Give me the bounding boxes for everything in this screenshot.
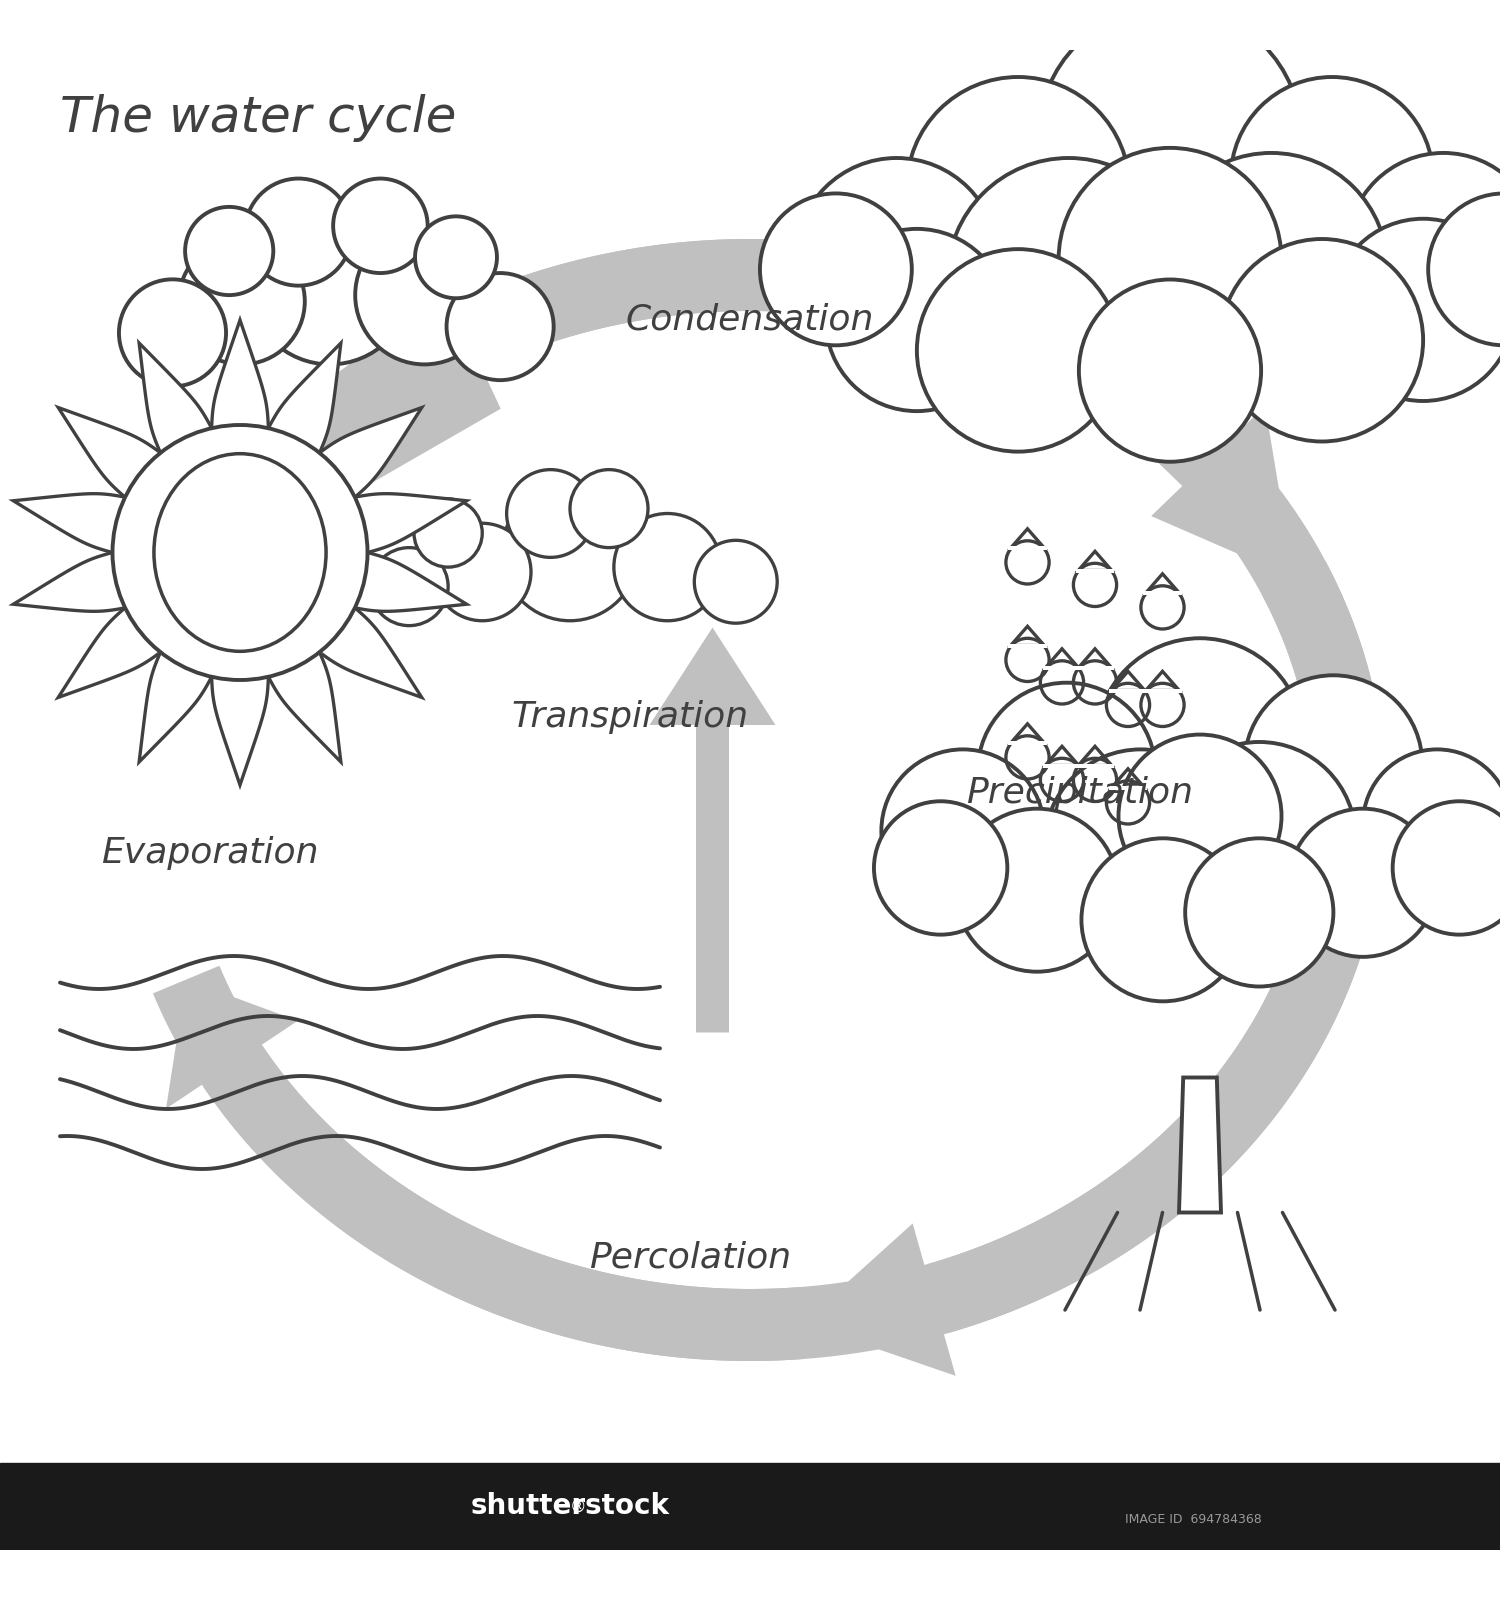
Text: ®: ® bbox=[570, 1498, 586, 1515]
Circle shape bbox=[1119, 734, 1281, 898]
Circle shape bbox=[244, 179, 352, 286]
Circle shape bbox=[447, 274, 554, 381]
Circle shape bbox=[906, 77, 1130, 299]
Text: Precipitation: Precipitation bbox=[966, 776, 1194, 810]
Circle shape bbox=[1245, 675, 1422, 853]
Polygon shape bbox=[320, 408, 422, 498]
Polygon shape bbox=[174, 238, 1232, 595]
Polygon shape bbox=[356, 552, 466, 611]
Circle shape bbox=[874, 802, 1008, 934]
Circle shape bbox=[760, 194, 912, 346]
Circle shape bbox=[1038, 6, 1302, 269]
Circle shape bbox=[1392, 802, 1500, 934]
Circle shape bbox=[795, 158, 998, 360]
Circle shape bbox=[112, 426, 368, 680]
Circle shape bbox=[570, 470, 648, 547]
Circle shape bbox=[614, 514, 722, 621]
Polygon shape bbox=[1179, 1077, 1221, 1213]
Circle shape bbox=[1221, 238, 1424, 442]
Circle shape bbox=[416, 216, 497, 298]
Circle shape bbox=[882, 749, 1044, 912]
Circle shape bbox=[118, 280, 226, 387]
Circle shape bbox=[356, 226, 494, 365]
Polygon shape bbox=[928, 562, 1386, 1333]
Polygon shape bbox=[268, 653, 340, 762]
Circle shape bbox=[956, 808, 1119, 971]
Polygon shape bbox=[268, 342, 340, 453]
Polygon shape bbox=[320, 608, 422, 698]
Polygon shape bbox=[166, 979, 298, 1109]
Circle shape bbox=[1078, 280, 1262, 462]
Circle shape bbox=[1185, 838, 1334, 987]
Circle shape bbox=[433, 523, 531, 621]
Circle shape bbox=[1230, 77, 1434, 280]
Circle shape bbox=[948, 158, 1191, 402]
Circle shape bbox=[1044, 749, 1238, 942]
Polygon shape bbox=[153, 238, 1386, 1362]
Circle shape bbox=[1347, 154, 1500, 346]
Circle shape bbox=[1162, 742, 1356, 934]
Text: shutterstock: shutterstock bbox=[471, 1493, 669, 1520]
Circle shape bbox=[1155, 154, 1388, 386]
Polygon shape bbox=[206, 266, 501, 578]
Polygon shape bbox=[140, 653, 212, 762]
Circle shape bbox=[1059, 147, 1281, 371]
Text: IMAGE ID  694784368: IMAGE ID 694784368 bbox=[1125, 1514, 1262, 1526]
Polygon shape bbox=[1150, 406, 1294, 578]
Circle shape bbox=[1096, 638, 1304, 846]
Circle shape bbox=[1332, 219, 1500, 402]
Polygon shape bbox=[356, 494, 466, 552]
Circle shape bbox=[1082, 838, 1245, 1002]
Polygon shape bbox=[802, 1224, 956, 1376]
Text: The water cycle: The water cycle bbox=[60, 93, 456, 141]
Text: Evaporation: Evaporation bbox=[102, 835, 318, 869]
Polygon shape bbox=[204, 1046, 806, 1362]
Text: Transpiration: Transpiration bbox=[512, 701, 748, 734]
Polygon shape bbox=[140, 342, 212, 453]
Polygon shape bbox=[13, 552, 125, 611]
Polygon shape bbox=[13, 494, 125, 552]
Circle shape bbox=[501, 485, 639, 621]
Text: Condensation: Condensation bbox=[626, 302, 874, 338]
Circle shape bbox=[370, 547, 448, 626]
Circle shape bbox=[1428, 194, 1500, 346]
Circle shape bbox=[694, 541, 777, 622]
Circle shape bbox=[916, 250, 1119, 451]
Polygon shape bbox=[58, 608, 160, 698]
Circle shape bbox=[1364, 749, 1500, 898]
Circle shape bbox=[184, 206, 273, 294]
Polygon shape bbox=[58, 408, 160, 498]
Circle shape bbox=[248, 200, 412, 365]
Polygon shape bbox=[211, 677, 268, 786]
Polygon shape bbox=[0, 1462, 1500, 1550]
Circle shape bbox=[825, 229, 1008, 411]
Polygon shape bbox=[650, 627, 776, 1032]
Circle shape bbox=[414, 499, 483, 566]
Circle shape bbox=[507, 470, 594, 557]
Circle shape bbox=[178, 238, 304, 365]
Circle shape bbox=[333, 179, 427, 274]
Circle shape bbox=[1288, 808, 1437, 957]
Polygon shape bbox=[211, 320, 268, 429]
Text: Percolation: Percolation bbox=[590, 1240, 790, 1275]
Circle shape bbox=[978, 683, 1155, 861]
